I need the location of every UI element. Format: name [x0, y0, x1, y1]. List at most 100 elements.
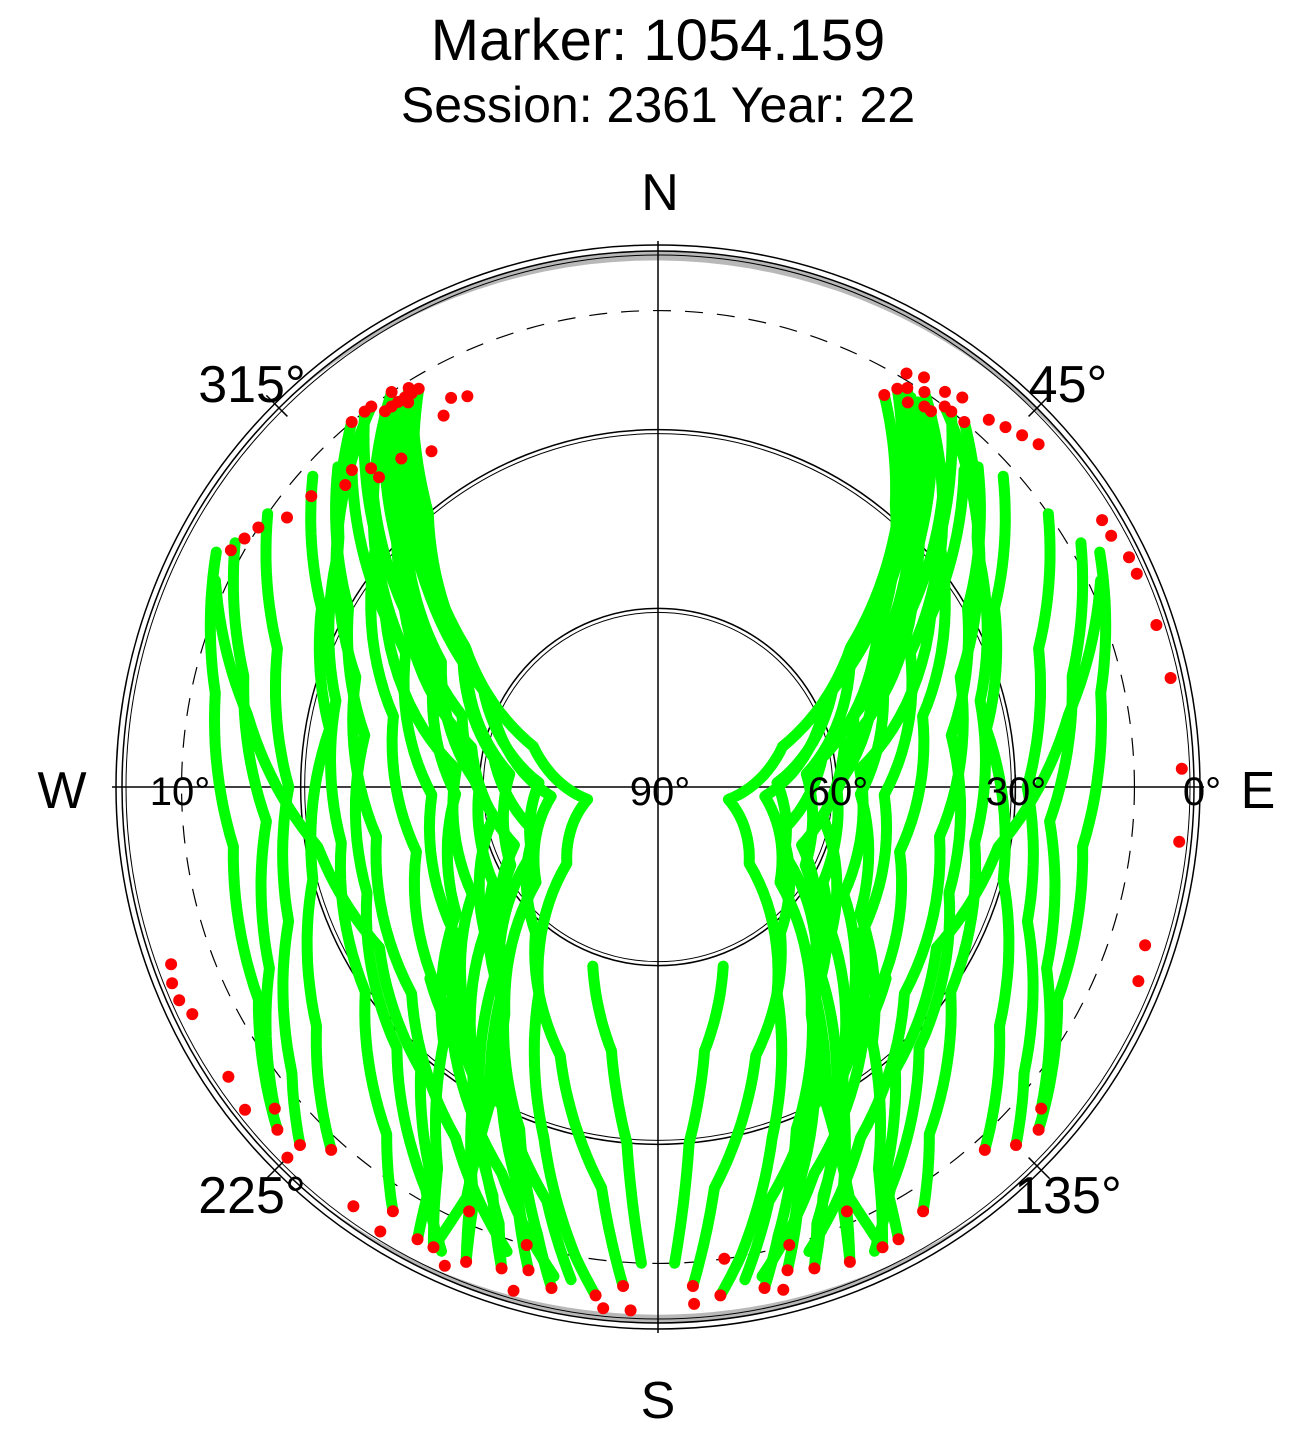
low-elevation-point-74 [589, 1289, 602, 1302]
low-elevation-point-8 [901, 396, 914, 409]
low-elevation-point-5 [958, 416, 971, 428]
low-elevation-point-26 [978, 1143, 991, 1156]
satellite-track-30 [260, 508, 306, 1151]
low-elevation-point-3 [901, 382, 914, 394]
satellite-tracks [165, 367, 1188, 1317]
low-elevation-point-75 [522, 1264, 535, 1277]
low-elevation-point-90 [281, 1151, 294, 1164]
low-elevation-point-62 [373, 471, 385, 484]
satellite-track-41 [669, 960, 729, 1269]
elevation-label-60: 60° [808, 770, 869, 814]
elevation-label-10: 10° [150, 770, 211, 814]
low-elevation-point-72 [427, 1241, 440, 1254]
low-elevation-point-29 [783, 1239, 796, 1251]
low-elevation-point-16 [1016, 429, 1029, 442]
low-elevation-point-83 [271, 1123, 284, 1136]
low-elevation-point-85 [173, 994, 186, 1007]
low-elevation-point-9 [938, 400, 951, 413]
obstruction-north [279, 251, 1098, 480]
low-elevation-point-84 [186, 1008, 199, 1021]
low-elevation-point-17 [1032, 438, 1045, 451]
chart-title: Marker: 1054.159 [431, 8, 886, 73]
low-elevation-point-69 [617, 1280, 630, 1292]
low-elevation-point-66 [252, 521, 265, 534]
low-elevation-point-38 [1164, 672, 1177, 684]
low-elevation-point-58 [445, 391, 458, 404]
low-elevation-point-71 [460, 1255, 473, 1268]
azimuth-label-315: 315° [198, 356, 306, 414]
satellite-track-33 [346, 464, 508, 1274]
satellite-track-31 [227, 537, 281, 1115]
low-elevation-point-78 [294, 1139, 306, 1151]
satellite-track-34 [396, 391, 545, 1268]
low-elevation-point-93 [438, 1259, 451, 1272]
low-elevation-point-22 [808, 1262, 821, 1275]
azimuth-tick-135 [1028, 1157, 1051, 1180]
low-elevation-point-68 [224, 544, 237, 557]
low-elevation-point-19 [758, 1282, 771, 1294]
satellite-track-16 [771, 391, 920, 1268]
elevation-label-0: 0° [1183, 770, 1221, 814]
satellite-track-39 [1033, 546, 1112, 1136]
low-elevation-point-64 [305, 490, 318, 503]
azimuth-tick-315 [265, 394, 288, 417]
low-elevation-point-46 [402, 382, 415, 394]
satellite-track-38 [204, 546, 283, 1136]
compass-east: E [1241, 762, 1276, 820]
low-elevation-point-24 [781, 1264, 794, 1277]
low-elevation-point-37 [1150, 619, 1163, 631]
low-elevation-point-4 [925, 405, 937, 418]
satellite-track-40 [587, 960, 647, 1269]
satellite-track-24 [365, 386, 560, 1282]
low-elevation-point-99 [777, 1283, 790, 1296]
low-elevation-point-73 [495, 1262, 508, 1275]
low-elevation-point-14 [982, 413, 995, 426]
compass-south: S [641, 1372, 676, 1430]
low-elevation-point-96 [624, 1304, 637, 1317]
low-elevation-point-30 [840, 1205, 853, 1218]
elevation-label-30: 30° [986, 770, 1047, 814]
low-elevation-point-88 [222, 1070, 235, 1083]
low-elevation-point-79 [268, 1102, 281, 1115]
low-elevation-point-6 [918, 386, 931, 398]
satellite-track-28 [323, 401, 399, 1217]
chart-subtitle: Session: 2361 Year: 22 [401, 77, 915, 133]
low-elevation-point-76 [386, 1205, 399, 1218]
low-elevation-point-57 [437, 409, 450, 422]
low-elevation-point-87 [165, 958, 178, 971]
azimuth-label-225: 225° [198, 1167, 306, 1225]
low-elevation-point-49 [385, 386, 398, 398]
low-elevation-point-59 [461, 390, 474, 403]
low-elevation-point-56 [392, 395, 405, 408]
low-elevation-point-18 [686, 1280, 699, 1292]
low-elevation-point-31 [892, 1233, 905, 1246]
low-elevation-point-34 [1105, 529, 1118, 542]
low-elevation-point-0 [878, 389, 891, 401]
satellite-track-12 [1010, 508, 1056, 1151]
azimuth-label-135: 135° [1014, 1167, 1122, 1225]
low-elevation-point-86 [166, 977, 179, 990]
low-elevation-point-42 [1132, 975, 1145, 988]
low-elevation-point-67 [238, 532, 251, 545]
low-elevation-point-63 [339, 479, 352, 491]
low-elevation-point-89 [239, 1103, 251, 1116]
low-elevation-point-13 [956, 391, 969, 404]
satellite-track-26 [408, 383, 602, 1301]
axis-labels: N S E W 45° 135° 225° 315° 0° 30° 60° 90… [37, 164, 1275, 1430]
azimuth-tick-45 [1028, 394, 1051, 417]
satellite-track-15 [808, 464, 970, 1274]
low-elevation-point-10 [900, 367, 913, 380]
low-elevation-point-48 [345, 416, 358, 428]
satellite-track-8 [714, 383, 908, 1301]
low-elevation-point-80 [520, 1239, 533, 1251]
azimuth-label-45: 45° [1029, 356, 1108, 414]
low-elevation-point-33 [1096, 514, 1109, 527]
low-elevation-point-40 [1173, 835, 1186, 848]
low-elevation-point-50 [412, 382, 425, 395]
satellite-track-10 [917, 401, 993, 1217]
low-elevation-point-7 [891, 382, 904, 395]
low-elevation-point-95 [597, 1302, 610, 1315]
low-elevation-point-25 [917, 1205, 930, 1218]
satellite-track-13 [1035, 537, 1089, 1115]
low-elevation-point-27 [1010, 1139, 1022, 1151]
